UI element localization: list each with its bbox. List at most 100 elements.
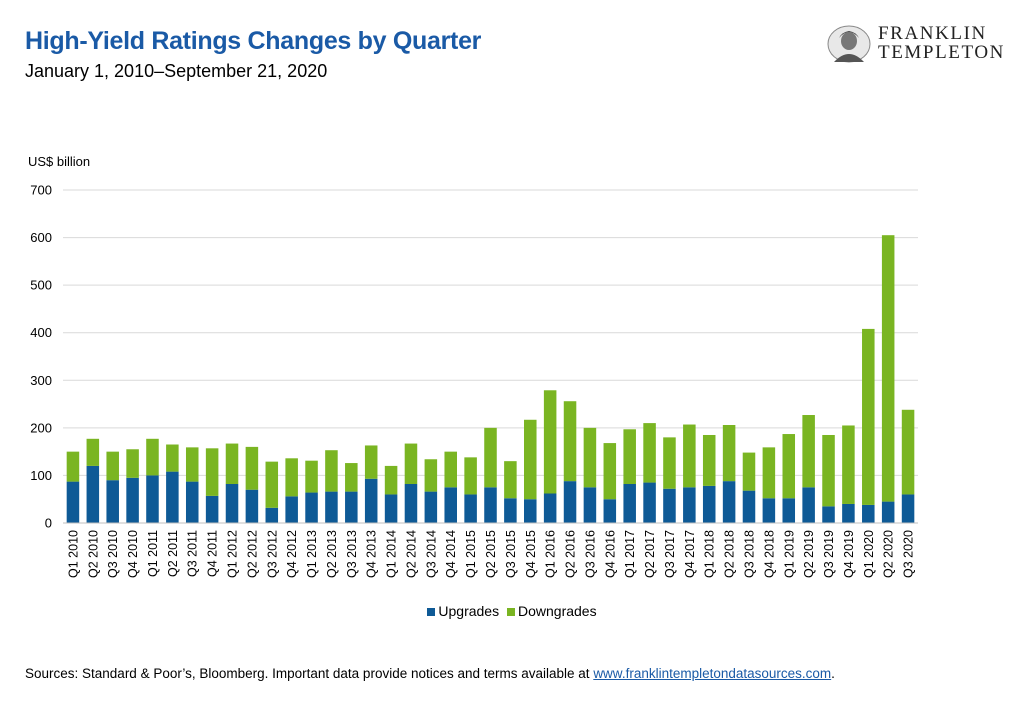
bar-upgrades [742, 490, 756, 523]
bar-upgrades [643, 482, 656, 523]
x-tick-label: Q4 2017 [683, 530, 697, 578]
x-tick-label: Q4 2012 [285, 530, 299, 578]
legend-swatch-upgrades [427, 608, 436, 616]
bar-upgrades [285, 496, 298, 523]
bar-downgrades [106, 451, 119, 481]
bar-downgrades [702, 434, 716, 486]
bar-upgrades [185, 481, 199, 523]
x-tick-label: Q1 2018 [703, 530, 717, 578]
stacked-bar-chart: US$ billion 0 100 200 300 400 500 600 700 Q1 20… [28, 154, 918, 578]
x-tick-label: Q1 2013 [305, 530, 319, 578]
x-tick-label: Q1 2020 [862, 530, 876, 578]
bar-downgrades [583, 427, 597, 488]
bar-upgrades [762, 498, 776, 523]
bar-upgrades [524, 499, 537, 523]
logo-wordmark: FRANKLIN TEMPLETON [878, 24, 1005, 62]
bar-downgrades [722, 425, 736, 482]
logo-line-1: FRANKLIN [878, 23, 987, 44]
bar-downgrades [205, 448, 219, 496]
bar-downgrades [384, 465, 398, 495]
bar-downgrades [504, 461, 517, 499]
y-tick-label: 100 [30, 468, 52, 483]
bar-upgrades [245, 489, 259, 523]
bar-downgrades [881, 235, 895, 502]
bar-upgrades [504, 498, 517, 523]
x-tick-label: Q3 2017 [663, 530, 677, 578]
bar-upgrades [484, 487, 497, 523]
bar-upgrades [722, 481, 736, 523]
x-tick-label: Q3 2014 [424, 530, 438, 578]
x-tick-label: Q4 2010 [126, 530, 140, 578]
x-tick-label: Q2 2015 [484, 530, 498, 578]
bar-downgrades [842, 425, 855, 504]
bar-upgrades [66, 481, 80, 523]
bar-upgrades [603, 499, 617, 523]
x-tick-label: Q3 2012 [265, 530, 279, 578]
x-tick-label: Q2 2011 [166, 530, 180, 577]
bar-upgrades [384, 494, 398, 523]
bar-upgrades [325, 491, 338, 523]
x-tick-label: Q4 2014 [444, 530, 458, 578]
bar-upgrades [345, 491, 358, 523]
x-tick-label: Q3 2011 [186, 530, 200, 577]
x-tick-label: Q4 2018 [762, 530, 776, 578]
x-tick-label: Q1 2017 [623, 530, 637, 578]
source-link[interactable]: www.franklintempletondatasources.com [593, 666, 832, 681]
bar-downgrades [623, 429, 636, 484]
x-tick-label: Q1 2015 [464, 530, 478, 578]
bar-downgrades [86, 438, 100, 466]
legend-swatch-downgrades [506, 608, 515, 616]
bar-upgrades [782, 498, 796, 523]
bar-downgrades [364, 445, 378, 479]
x-tick-label: Q1 2011 [146, 530, 160, 577]
bar-downgrades [822, 434, 835, 507]
portrait-icon [827, 25, 871, 63]
bar-upgrades [663, 488, 676, 523]
x-tick-label: Q2 2010 [86, 530, 100, 578]
bar-upgrades [862, 504, 875, 523]
x-tick-label: Q3 2019 [822, 530, 836, 578]
bar-upgrades [265, 507, 279, 523]
source-note: Sources: Standard & Poor’s, Bloomberg. I… [25, 666, 835, 681]
bar-upgrades [106, 480, 119, 523]
bar-downgrades [683, 424, 696, 488]
bar-downgrades [603, 443, 617, 500]
source-text: Sources: Standard & Poor’s, Bloomberg. I… [25, 666, 594, 681]
bar-downgrades [305, 460, 318, 493]
bar-upgrades [364, 478, 378, 523]
bar-downgrades [663, 437, 676, 489]
bar-upgrades [225, 483, 239, 523]
bar-downgrades [325, 450, 338, 492]
bar-downgrades [484, 427, 497, 488]
chart-legend: Upgrades Downgrades [0, 603, 1024, 619]
bar-downgrades [543, 390, 557, 494]
bar-downgrades [782, 434, 796, 499]
bar-upgrades [166, 471, 179, 523]
y-tick-label: 700 [30, 183, 52, 198]
x-tick-label: Q3 2020 [902, 530, 916, 578]
y-axis-ticks: 0 100 200 300 400 500 600 700 [30, 183, 52, 531]
bar-upgrades [842, 503, 855, 523]
bar-downgrades [146, 438, 159, 476]
bar-downgrades [762, 447, 776, 499]
bar-upgrades [205, 495, 219, 523]
y-tick-label: 600 [30, 230, 52, 245]
bar-downgrades [563, 401, 577, 482]
x-tick-label: Q2 2020 [882, 530, 896, 578]
x-axis-ticks: Q1 2010 Q2 2010 Q3 2010 Q4 2010 Q1 2011 Q2 20… [66, 530, 915, 578]
bar-upgrades [881, 501, 895, 523]
x-tick-label: Q1 2019 [782, 530, 796, 578]
legend-label-downgrades: Downgrades [517, 603, 597, 619]
bar-upgrades [424, 491, 438, 523]
y-tick-label: 0 [45, 516, 52, 531]
logo-line-2: TEMPLETON [878, 42, 1005, 63]
x-tick-label: Q4 2015 [524, 530, 538, 578]
y-axis-label: US$ billion [28, 154, 90, 169]
bar-downgrades [285, 458, 298, 497]
bar-downgrades [524, 419, 537, 500]
bar-upgrades [901, 494, 915, 523]
y-tick-label: 500 [30, 278, 52, 293]
bar-downgrades [643, 423, 656, 483]
bar-upgrades [305, 492, 318, 523]
bar-downgrades [424, 459, 438, 492]
